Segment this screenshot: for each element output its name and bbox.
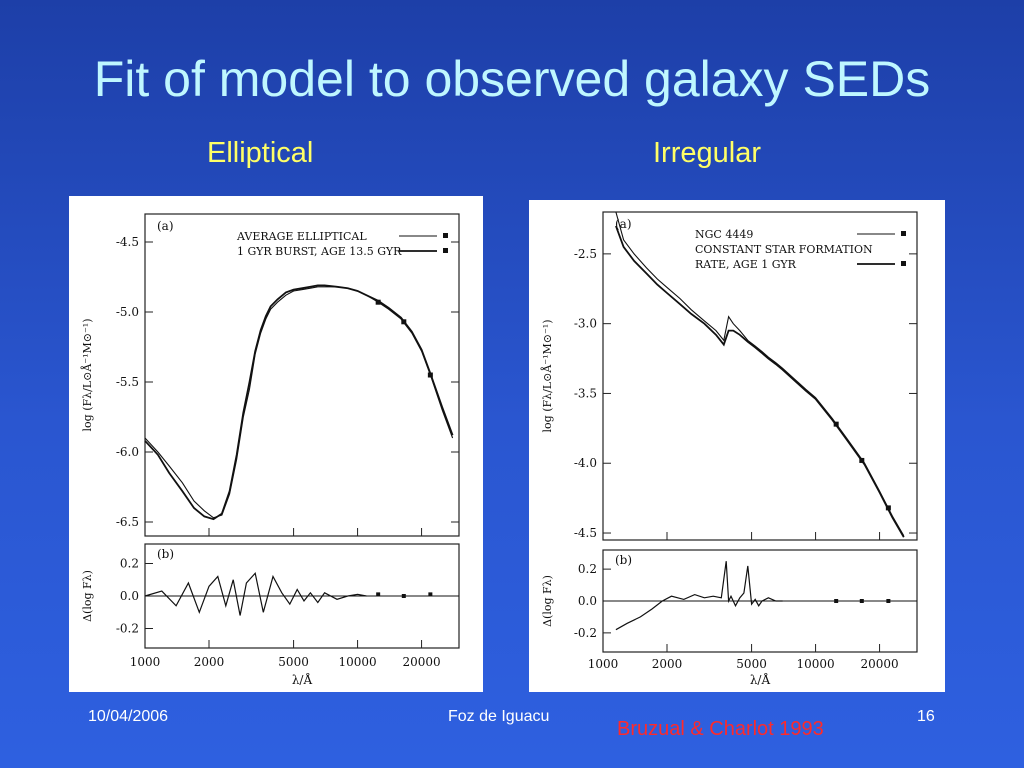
- residual-marker: [834, 599, 839, 603]
- x-tick-label: 2000: [194, 655, 225, 669]
- x-tick-label: 2000: [652, 657, 683, 671]
- x-tick-label: 20000: [860, 657, 898, 671]
- y-tick-label: -3.0: [574, 317, 597, 331]
- residual-y-tick-label: -0.2: [574, 626, 597, 640]
- footer-date: 10/04/2006: [88, 708, 169, 725]
- slide-title: Fit of model to observed galaxy SEDs: [93, 51, 931, 107]
- x-tick-label: 5000: [736, 657, 767, 671]
- residual-marker: [859, 599, 864, 603]
- residual-y-tick-label: 0.0: [120, 589, 139, 603]
- panel-label-b: (b): [157, 547, 174, 561]
- citation: Bruzual & Charlot 1993: [617, 718, 824, 740]
- irregular-sed-chart: 1000 2000 5000 10000 20000 -2.5 -3.0 -3.5 -4.0 -4…: [540, 211, 918, 687]
- y-tick-label: -3.5: [574, 386, 597, 400]
- y-tick-label: -5.5: [116, 375, 139, 389]
- x-axis-label: λ/Å: [750, 672, 771, 687]
- photometry-marker: [427, 372, 433, 378]
- residual-marker: [376, 592, 381, 597]
- residual-marker: [428, 592, 433, 597]
- residual-marker: [886, 599, 891, 603]
- sed-plot-frame: [144, 213, 460, 537]
- photometry-marker: [885, 505, 891, 511]
- photometry-marker: [859, 457, 865, 463]
- residual-y-tick-label: 0.2: [120, 557, 139, 571]
- y-tick-label: -6.0: [116, 445, 139, 459]
- elliptical-sed-figure: 1000 2000 5000 10000 20000 -4.5 -5.0 -5.5 -6.0 -6…: [69, 196, 483, 692]
- residual-y-tick-label: 0.2: [578, 562, 597, 576]
- y-axis-label: log (Fλ/L⊙Å⁻¹M⊙⁻¹): [80, 319, 94, 432]
- residual-marker: [401, 594, 406, 598]
- residual-y-axis-label: Δ(log Fλ): [541, 575, 554, 627]
- footer-venue: Foz de Iguacu: [448, 708, 550, 725]
- y-tick-label: -2.5: [574, 247, 597, 261]
- residual-y-tick-label: -0.2: [116, 622, 139, 636]
- x-tick-label: 20000: [402, 655, 440, 669]
- legend-entry: 1 GYR BURST, AGE 13.5 GYR: [237, 245, 402, 258]
- sed-plot-frame: [602, 211, 918, 541]
- x-tick-label: 1000: [130, 655, 161, 669]
- y-tick-label: -4.5: [116, 235, 139, 249]
- elliptical-subtitle: Elliptical: [207, 137, 314, 169]
- panel-label-b: (b): [615, 553, 632, 567]
- legend-entry: CONSTANT STAR FORMATION: [695, 243, 873, 256]
- x-tick-label: 10000: [796, 657, 834, 671]
- residual-line: [144, 572, 367, 616]
- legend-entry: RATE, AGE 1 GYR: [695, 258, 797, 271]
- y-axis-label: log (Fλ/L⊙Å⁻¹M⊙⁻¹): [540, 320, 554, 433]
- x-tick-label: 1000: [588, 657, 619, 671]
- photometry-marker: [401, 319, 407, 325]
- series-line-1: [144, 284, 454, 521]
- y-tick-label: -4.5: [574, 526, 597, 540]
- y-tick-label: -5.0: [116, 305, 139, 319]
- x-tick-label: 10000: [338, 655, 376, 669]
- irregular-sed-figure: 1000 2000 5000 10000 20000 -2.5 -3.0 -3.5 -4.0 -4…: [529, 200, 945, 692]
- residual-y-axis-label: Δ(log Fλ): [81, 570, 94, 622]
- x-axis-label: λ/Å: [292, 672, 313, 687]
- legend-marker: [443, 233, 448, 238]
- series-line-0: [144, 286, 454, 519]
- elliptical-sed-chart: 1000 2000 5000 10000 20000 -4.5 -5.0 -5.5 -6.0 -6…: [80, 213, 460, 687]
- x-tick-label: 5000: [278, 655, 309, 669]
- panel-label-a: (a): [615, 217, 632, 231]
- photometry-marker: [833, 421, 839, 427]
- panel-label-a: (a): [157, 219, 174, 233]
- legend-entry: NGC 4449: [695, 228, 753, 241]
- y-tick-label: -4.0: [574, 456, 597, 470]
- y-tick-label: -6.5: [116, 515, 139, 529]
- legend-marker: [901, 231, 906, 236]
- series-line-1: [615, 225, 905, 538]
- legend-marker: [443, 248, 448, 253]
- legend-entry: AVERAGE ELLIPTICAL: [236, 230, 367, 243]
- photometry-marker: [375, 299, 381, 305]
- page-number: 16: [917, 708, 935, 725]
- irregular-subtitle: Irregular: [653, 137, 761, 169]
- residual-line: [615, 561, 783, 631]
- legend-marker: [901, 261, 906, 266]
- residual-y-tick-label: 0.0: [578, 594, 597, 608]
